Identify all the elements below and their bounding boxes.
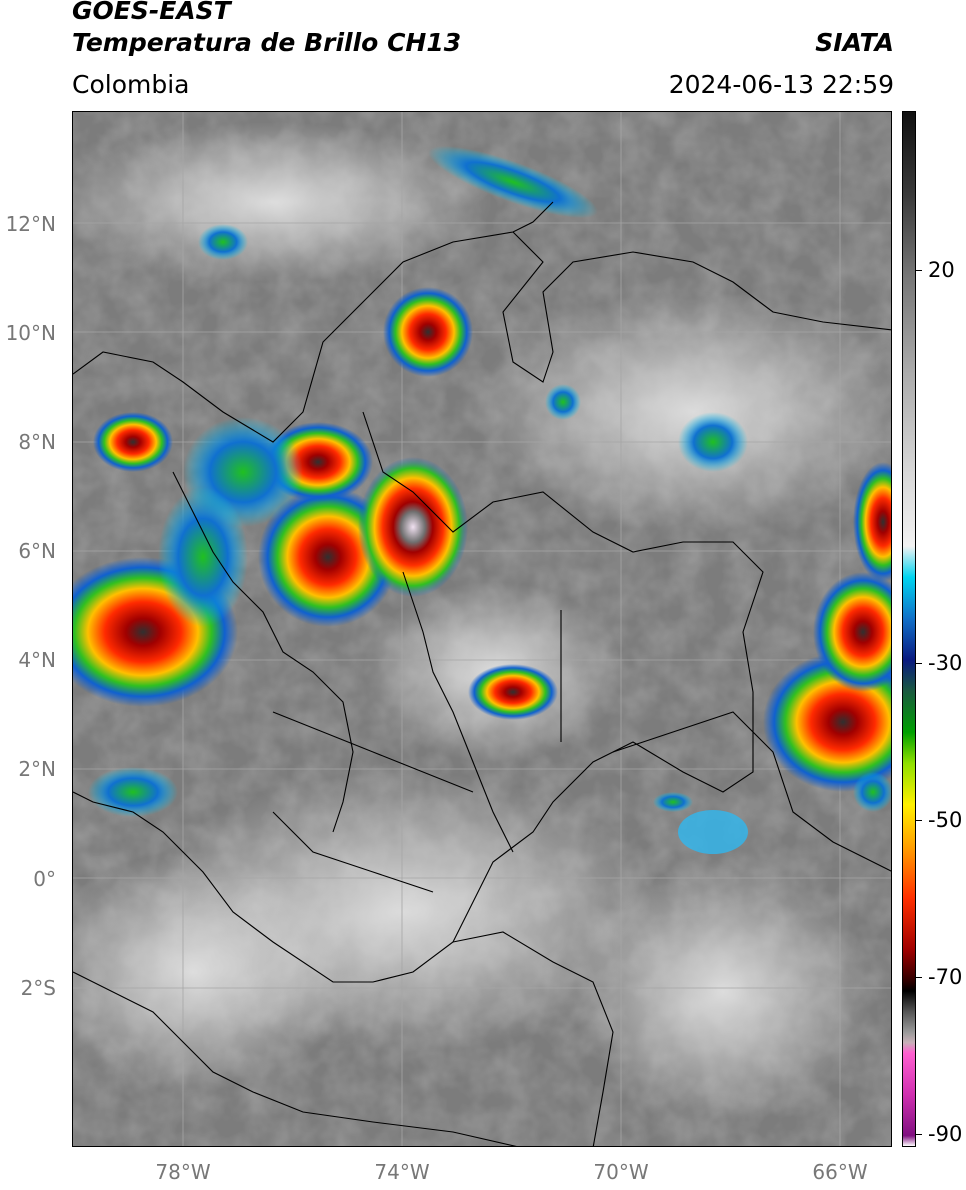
title-organization: SIATA [815, 28, 894, 57]
colorbar-tick [916, 820, 922, 821]
lon-label-70w: 70°W [593, 1160, 649, 1184]
convective-clouds [73, 145, 891, 854]
lon-label-66w: 66°W [812, 1160, 868, 1184]
lon-label-78w: 78°W [155, 1160, 211, 1184]
lat-label-0: 0° [33, 867, 56, 891]
lat-label-2s: 2°S [20, 976, 56, 1000]
colorbar-label: -90 [928, 1122, 963, 1146]
colorbar [902, 111, 916, 1147]
colorbar-label: -70 [928, 965, 963, 989]
colorbar-tick [916, 270, 922, 271]
title-region: Colombia [72, 70, 190, 99]
colorbar-label: 20 [928, 258, 955, 282]
colorbar-tick [916, 977, 922, 978]
lat-label-2n: 2°N [18, 757, 56, 781]
colorbar-tick [916, 1134, 922, 1135]
borders [73, 201, 891, 1146]
lat-label-8n: 8°N [18, 430, 56, 454]
lat-label-10n: 10°N [5, 321, 56, 345]
lat-label-6n: 6°N [18, 539, 56, 563]
title-product: Temperatura de Brillo CH13 [72, 28, 462, 57]
title-satellite: GOES-EAST [72, 0, 231, 25]
lat-label-4n: 4°N [18, 648, 56, 672]
colorbar-label: -50 [928, 808, 963, 832]
colorbar-label: -30 [928, 651, 963, 675]
map-image [73, 112, 891, 1146]
satellite-map[interactable] [72, 111, 892, 1147]
title-timestamp: 2024-06-13 22:59 [668, 70, 894, 99]
graticule [73, 112, 891, 1146]
colorbar-tick [916, 663, 922, 664]
lon-label-74w: 74°W [374, 1160, 430, 1184]
lat-label-12n: 12°N [5, 212, 56, 236]
